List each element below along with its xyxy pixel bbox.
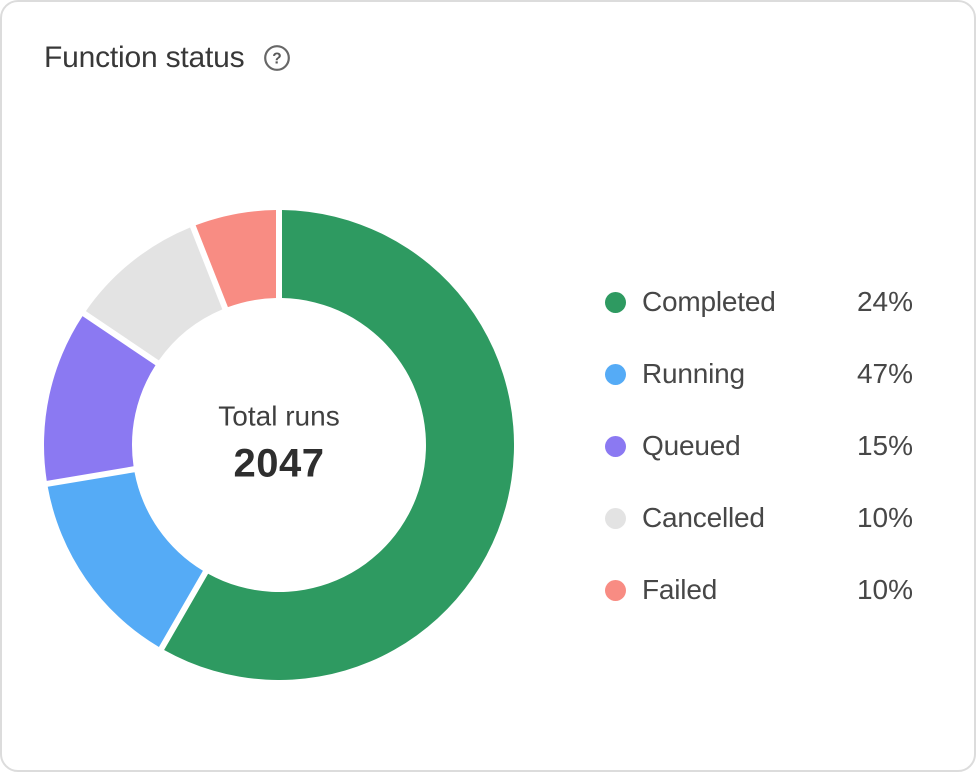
legend-label: Failed [642,574,718,605]
legend-label: Running [642,358,745,389]
card-title: Function status [44,41,245,74]
donut-slice-failed[interactable] [195,210,276,308]
card-header: Function status ? [44,40,291,76]
legend-item-queued[interactable]: Queued 15% [605,410,913,482]
legend-value: 24% [856,286,913,317]
legend-value: 15% [856,430,913,461]
donut-chart-area: Total runs 2047 [44,210,514,680]
legend-value: 10% [856,574,913,605]
legend-label: Completed [642,286,776,317]
svg-text:?: ? [273,50,282,67]
donut-chart [44,210,514,680]
legend-label: Cancelled [642,502,765,533]
donut-slice-completed[interactable] [164,210,514,680]
legend-item-failed[interactable]: Failed 10% [605,554,913,626]
legend-value: 47% [856,358,913,389]
legend-item-running[interactable]: Running 47% [605,338,913,410]
legend: Completed 24% Running 47% Queued 15% Cancelled… [605,266,913,626]
legend-value: 10% [856,502,913,533]
donut-slice-queued[interactable] [44,316,156,481]
legend-label: Queued [642,430,741,461]
donut-slice-running[interactable] [47,472,203,647]
donut-slice-cancelled[interactable] [85,227,223,361]
legend-dot [605,291,626,313]
legend-dot [605,363,626,385]
legend-dot [605,435,626,457]
legend-dot [605,507,626,529]
legend-item-completed[interactable]: Completed 24% [605,266,913,338]
help-button[interactable]: ? [263,44,291,72]
question-mark-circle-icon: ? [264,45,291,71]
legend-item-cancelled[interactable]: Cancelled 10% [605,482,913,554]
legend-dot [605,579,626,601]
